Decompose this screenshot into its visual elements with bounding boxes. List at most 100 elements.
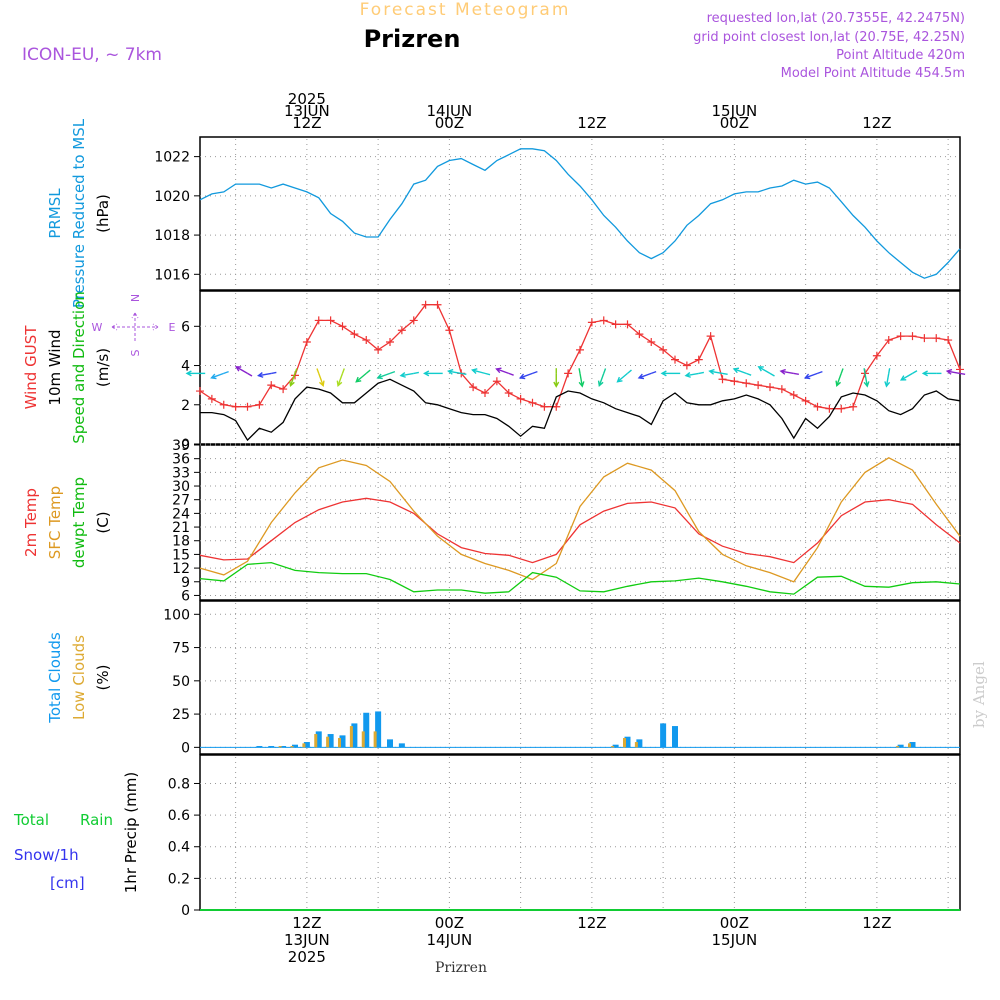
gust-marker — [207, 394, 216, 403]
wind-arrow — [235, 366, 248, 374]
wind-arrow-head — [257, 371, 264, 378]
temp-frame — [199, 444, 961, 601]
y-tick-label: 0.6 — [168, 808, 190, 824]
wind-arrow-tail — [223, 370, 229, 375]
gust-marker — [694, 355, 703, 364]
gust-marker — [635, 330, 644, 339]
wind-arrow — [709, 370, 723, 375]
wind-arrow — [520, 372, 533, 379]
wind-arrow-tail — [840, 368, 844, 374]
y-tick-label: 24 — [172, 506, 190, 522]
wind-arrow-head — [471, 368, 478, 374]
wind-arrow-head — [553, 381, 560, 388]
c-label: (C) — [94, 511, 112, 533]
total-cloud-bar — [375, 711, 382, 748]
gust-marker — [243, 402, 252, 411]
gust-marker — [350, 330, 359, 339]
time-label-bottom: 12Z — [292, 914, 321, 932]
y-tick-label: 12 — [172, 561, 190, 577]
wind-arrow — [864, 373, 868, 387]
low-cloud-bar — [908, 743, 911, 748]
gust-marker — [219, 400, 228, 409]
dewpt-temp-line — [199, 561, 961, 595]
low-cloud-bar — [326, 736, 330, 748]
wind-arrow — [947, 370, 961, 375]
prmsl-label: PRMSL — [46, 188, 64, 239]
y-tick-label: 1018 — [154, 228, 190, 244]
wind-arrow-tail — [863, 368, 866, 374]
wind-arrow-head — [884, 381, 891, 388]
total-cloud-bar — [351, 723, 358, 748]
speed-and-direction-label: Speed and Direction — [70, 291, 88, 444]
gust-marker — [445, 326, 454, 335]
prmsl-line — [199, 148, 961, 279]
wind-arrow-tail — [389, 370, 396, 375]
wind-arrow-head — [637, 373, 645, 380]
y-tick-label: 0.4 — [168, 840, 190, 856]
gust-marker — [730, 377, 739, 386]
wind-arrow-head — [835, 380, 842, 387]
model-altitude: Model Point Altitude 454.5m — [781, 66, 965, 81]
y-tick-label: 27 — [172, 493, 190, 509]
wind-arrow-head — [616, 376, 623, 383]
wind-arrow — [211, 372, 224, 379]
wind-arrow-head — [732, 367, 740, 374]
time-label-top: 13JUN — [284, 102, 330, 120]
wind-arrow-head — [578, 381, 585, 388]
requested-coords: requested lon,lat (20.7355E, 42.2475N) — [707, 11, 965, 26]
low-cloud-bar — [349, 726, 353, 748]
y-tick-label: 100 — [163, 607, 190, 623]
wind-arrow — [579, 373, 583, 387]
gust-marker — [920, 334, 929, 343]
wind-arrow-tail — [532, 370, 538, 375]
compass-n: N — [129, 294, 142, 302]
gust-marker — [837, 404, 846, 413]
y-tick-label: 6 — [181, 588, 190, 604]
wind-arrow-tail — [271, 371, 277, 375]
gust-marker — [302, 338, 311, 346]
y-tick-label: 25 — [172, 707, 190, 723]
gust-marker — [374, 345, 383, 354]
wind-arrow-head — [779, 368, 786, 375]
gust-marker — [528, 398, 537, 407]
wind-arrow — [598, 373, 605, 386]
gust-marker — [433, 300, 442, 309]
wind-arrow — [318, 373, 324, 386]
y-tick-label: 6 — [181, 319, 190, 335]
wind-arrow-head — [803, 373, 811, 380]
wind-arrow — [733, 368, 747, 375]
legend-total: Total — [13, 811, 49, 829]
y-tick-label: 39 — [172, 438, 190, 454]
pressure-frame — [199, 136, 961, 291]
clouds-frame — [199, 600, 961, 755]
grid-point-coords: grid point closest lon,lat (20.75E, 42.2… — [693, 30, 965, 45]
y-tick-label: 50 — [172, 674, 190, 690]
total-cloud-bar — [909, 742, 916, 748]
wind-arrow-tail — [817, 370, 823, 375]
gust-marker — [386, 338, 394, 346]
y-tick-label: 0 — [181, 437, 190, 453]
gust-marker — [682, 361, 691, 370]
gust-marker — [587, 318, 596, 327]
y-tick-label: 21 — [172, 520, 190, 536]
total-cloud-bar — [363, 712, 370, 748]
wind-arrow — [448, 370, 462, 375]
sfc-temp-line — [199, 457, 961, 583]
pressure-reduced-to-msl-label: Pressure Reduced to MSL — [70, 118, 88, 308]
wind-arrow-tail — [912, 370, 918, 374]
gust-marker — [789, 390, 798, 399]
wind-arrow-tail — [461, 372, 467, 375]
wind-arrow-head — [210, 373, 217, 380]
y-tick-label: 18 — [172, 534, 190, 550]
footer-location: Prizren — [435, 960, 487, 976]
gust-marker — [742, 379, 751, 388]
total-cloud-bar — [636, 739, 643, 748]
total-cloud-bar — [303, 742, 310, 748]
gust-marker — [338, 322, 347, 331]
low-cloud-bar — [896, 746, 900, 748]
low-cloud-bar — [278, 746, 282, 748]
gust-marker — [718, 375, 727, 384]
